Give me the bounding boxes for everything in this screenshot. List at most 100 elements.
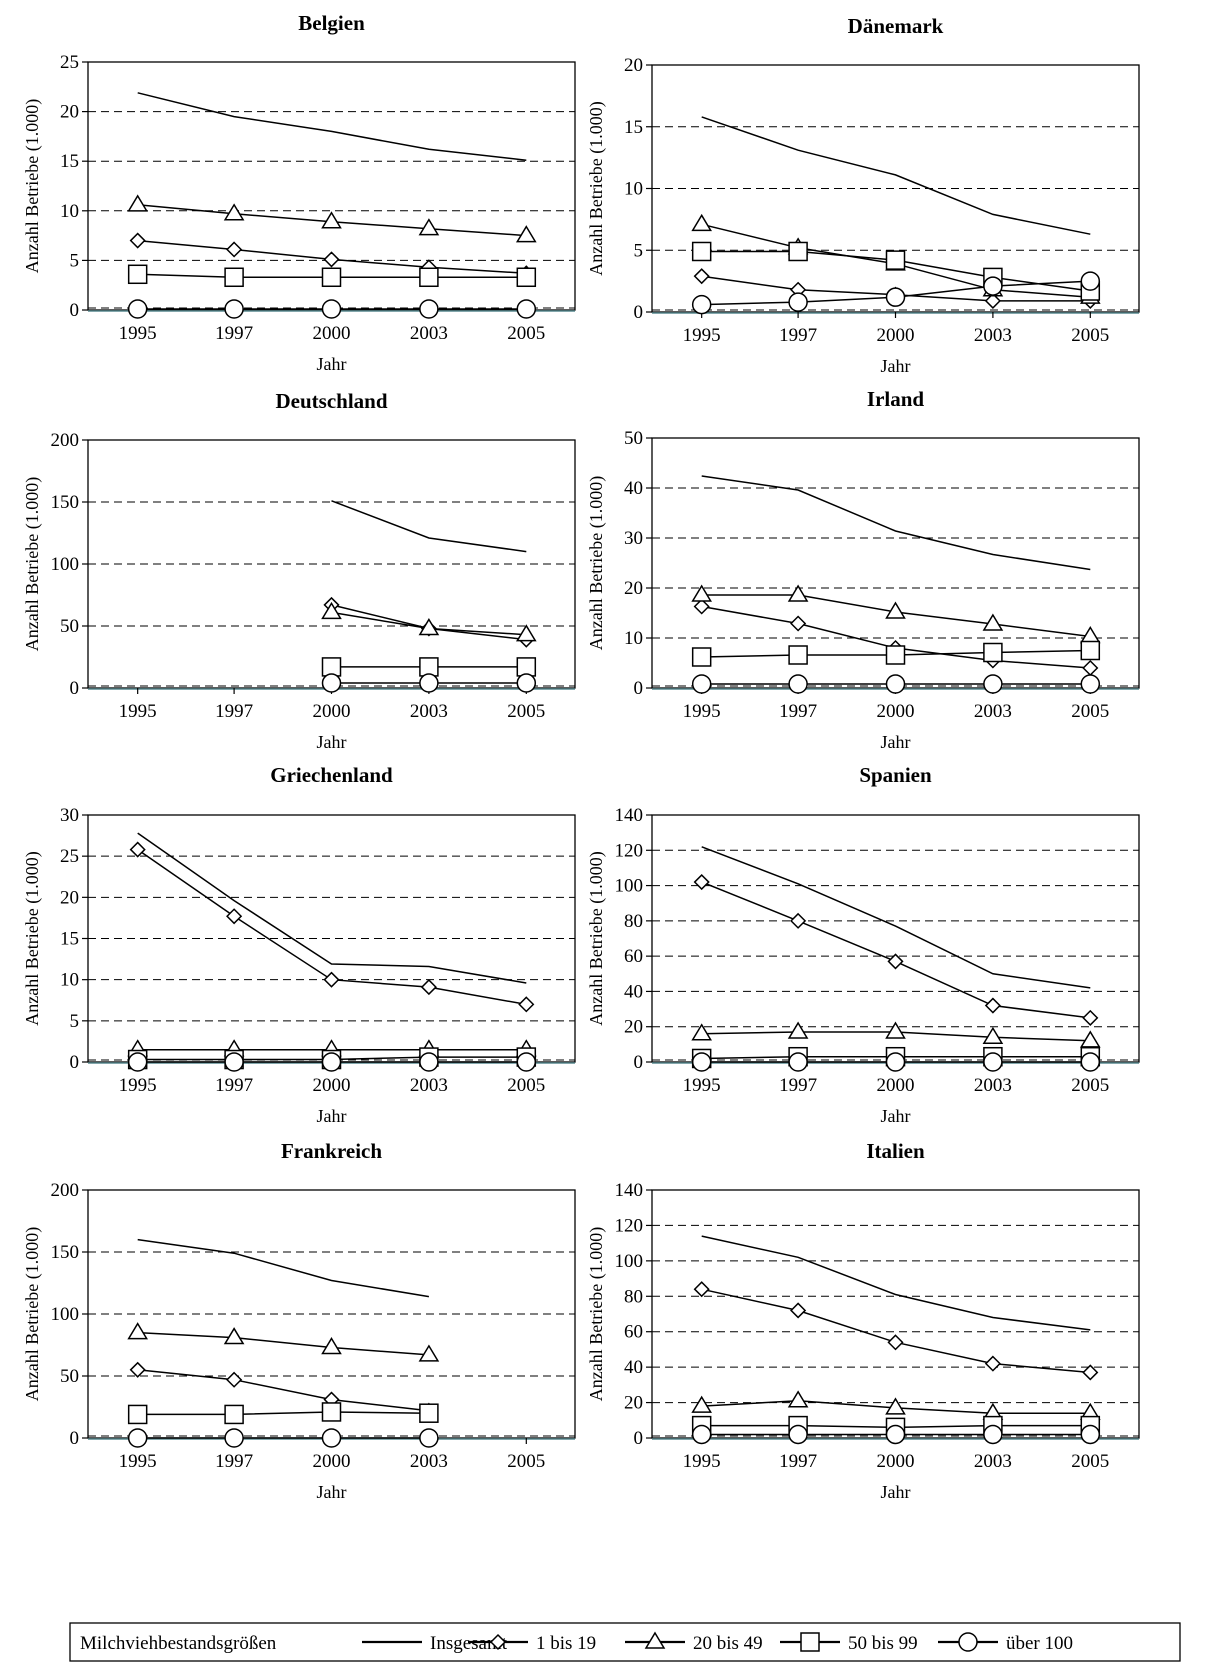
y-tick-label: 150 xyxy=(51,1242,80,1263)
x-tick-label: 2005 xyxy=(1071,325,1109,346)
data-point xyxy=(1080,271,1101,291)
x-tick-label: 1997 xyxy=(779,1075,817,1096)
y-axis-label: Anzahl Betriebe (1.000) xyxy=(586,101,607,275)
x-tick-label: 1997 xyxy=(779,1451,817,1472)
x-tick-label: 2005 xyxy=(507,1075,545,1096)
data-point xyxy=(885,1424,906,1445)
chart-legend: Milchviehbestandsgrößen Insgesamt 1 bis 1… xyxy=(69,1622,1181,1662)
series-line xyxy=(701,1235,1091,1331)
x-tick-label: 2005 xyxy=(1071,1451,1109,1472)
data-point xyxy=(691,213,712,232)
y-tick-label: 25 xyxy=(60,846,79,867)
data-point xyxy=(224,1428,244,1448)
x-axis-label: Jahr xyxy=(881,732,911,752)
data-point xyxy=(982,613,1004,631)
y-tick-label: 140 xyxy=(615,805,644,826)
y-tick-label: 50 xyxy=(60,1366,79,1387)
markers-triangle xyxy=(691,1021,1101,1048)
markers-square xyxy=(691,640,1101,667)
panel-title: Irland xyxy=(867,387,925,411)
panel-5: Spanien 0 20 40 60 80 100 120 140 1995 1997 2000 200… xyxy=(586,763,1140,1126)
y-tick-label: 120 xyxy=(615,840,644,861)
data-point xyxy=(419,1428,439,1448)
data-point xyxy=(419,657,439,677)
data-point xyxy=(321,1428,342,1448)
data-point xyxy=(788,674,808,694)
x-tick-label: 2003 xyxy=(410,1075,448,1096)
series-none xyxy=(701,475,1091,571)
x-axis-label: Jahr xyxy=(881,1106,911,1126)
series-none xyxy=(137,1238,430,1298)
data-point xyxy=(418,618,440,636)
y-tick-label: 0 xyxy=(70,1052,80,1073)
data-point xyxy=(983,674,1003,694)
y-tick-label: 0 xyxy=(634,302,644,323)
x-tick-label: 2000 xyxy=(877,325,915,346)
x-tick-label: 2000 xyxy=(877,1451,915,1472)
data-point xyxy=(127,299,148,319)
data-point xyxy=(885,674,906,694)
data-point xyxy=(419,299,439,319)
data-point xyxy=(321,211,342,229)
data-point xyxy=(982,1026,1004,1045)
x-tick-label: 1995 xyxy=(683,701,721,722)
y-tick-label: 0 xyxy=(70,678,80,699)
data-point xyxy=(419,673,439,693)
data-point xyxy=(984,1355,1001,1372)
data-point xyxy=(788,292,808,312)
plot-area xyxy=(651,1189,1140,1439)
series-line xyxy=(701,846,1091,989)
data-point xyxy=(127,1428,148,1448)
x-tick-label: 2005 xyxy=(1071,1075,1109,1096)
data-point xyxy=(788,645,808,665)
x-tick-label: 1997 xyxy=(779,325,817,346)
data-point xyxy=(321,1052,342,1072)
data-point xyxy=(226,241,243,258)
markers-diamond xyxy=(129,841,535,1013)
y-axis-label: Anzahl Betriebe (1.000) xyxy=(22,99,43,273)
y-tick-label: 50 xyxy=(624,428,643,449)
legend-item-1: 1 bis 19 xyxy=(468,1633,596,1654)
data-point xyxy=(321,1337,342,1355)
markers-square xyxy=(127,1402,439,1425)
data-point xyxy=(788,241,808,262)
y-tick-label: 60 xyxy=(624,1322,643,1343)
data-point xyxy=(983,276,1003,296)
y-tick-label: 30 xyxy=(60,805,79,826)
x-tick-label: 1995 xyxy=(683,1451,721,1472)
markers-square xyxy=(127,264,537,288)
markers-triangle xyxy=(127,194,537,243)
y-tick-label: 25 xyxy=(60,52,79,73)
series-none xyxy=(701,116,1091,235)
legend-item-3: 50 bis 99 xyxy=(780,1632,918,1654)
data-point xyxy=(226,1371,243,1388)
data-point xyxy=(1080,1052,1101,1072)
data-point xyxy=(691,1023,712,1041)
legend-item-2: 20 bis 49 xyxy=(625,1631,763,1654)
y-tick-label: 30 xyxy=(624,528,643,549)
series-none xyxy=(137,832,527,984)
data-point xyxy=(1082,1364,1099,1381)
data-point xyxy=(419,1052,439,1072)
data-point xyxy=(691,674,712,694)
x-tick-label: 1995 xyxy=(119,701,157,722)
data-point xyxy=(787,1021,809,1039)
data-point xyxy=(223,1327,245,1345)
y-tick-label: 10 xyxy=(624,628,643,649)
data-point xyxy=(885,1397,906,1415)
y-tick-label: 100 xyxy=(51,554,80,575)
data-point xyxy=(1080,674,1101,694)
series-line xyxy=(137,92,527,161)
y-tick-label: 200 xyxy=(51,430,80,451)
x-tick-label: 1997 xyxy=(215,701,253,722)
data-point xyxy=(1079,1030,1101,1048)
y-tick-label: 10 xyxy=(60,970,79,991)
data-point xyxy=(127,1052,148,1072)
y-tick-label: 20 xyxy=(624,1393,643,1414)
x-tick-label: 2003 xyxy=(410,1451,448,1472)
data-point xyxy=(788,1424,808,1445)
series-triangle xyxy=(137,1331,429,1356)
data-point xyxy=(516,673,537,693)
markers-square xyxy=(321,657,537,677)
data-point xyxy=(224,267,244,288)
